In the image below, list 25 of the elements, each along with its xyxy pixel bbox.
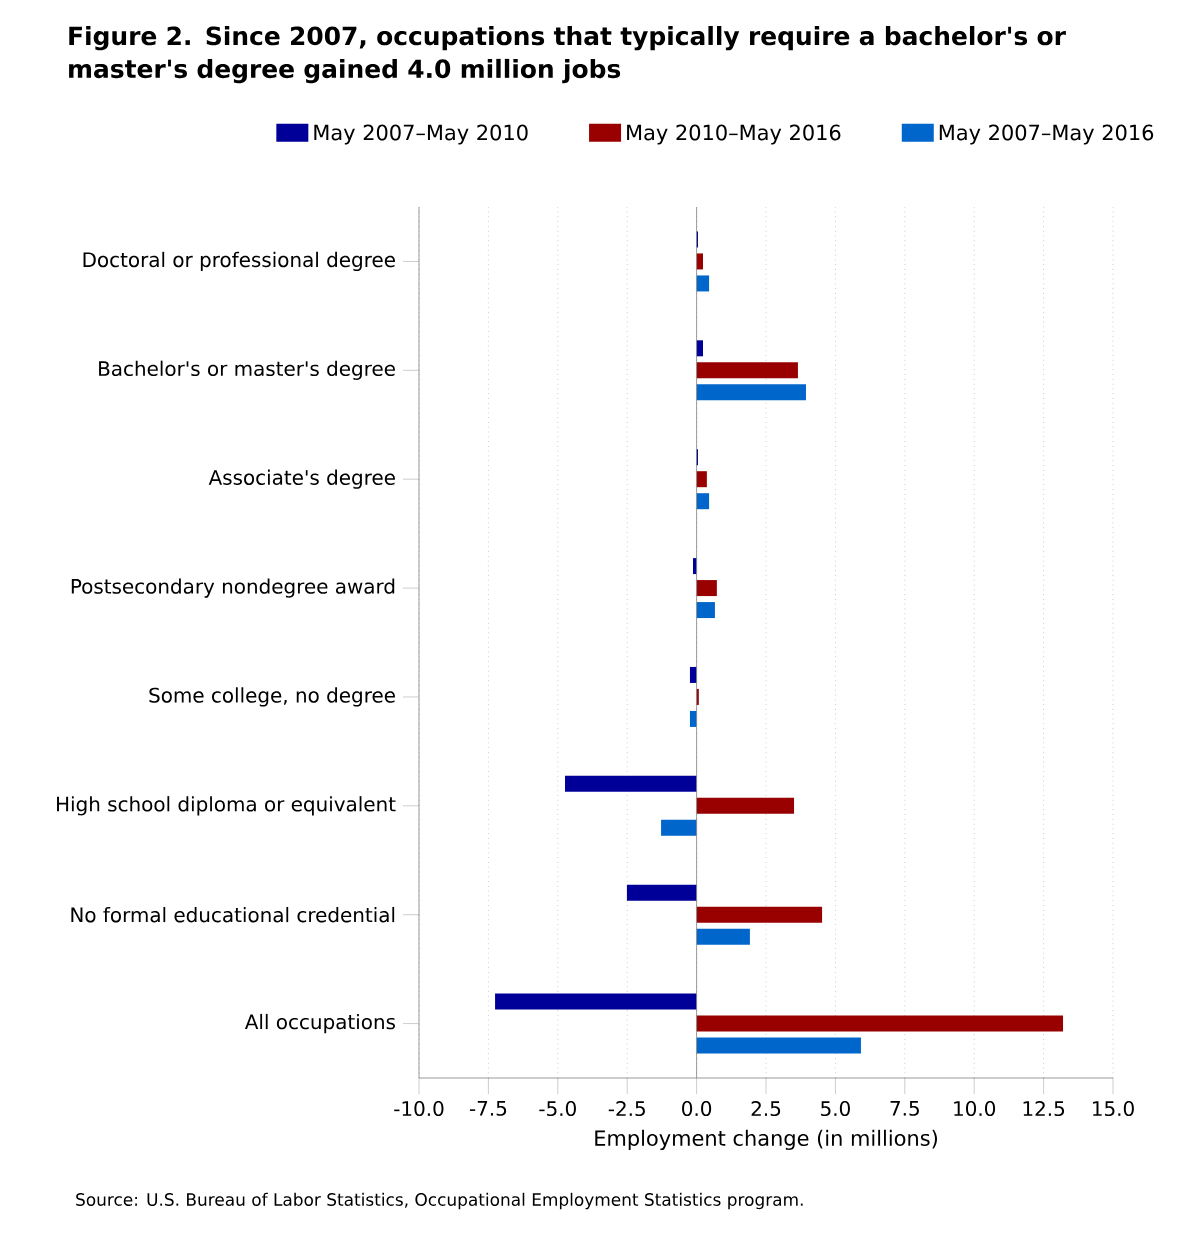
- x-tick-label: 7.5: [890, 1101, 919, 1116]
- y-tick-label: All occupations: [244, 1013, 395, 1034]
- x-tick-label: -10.0: [394, 1101, 444, 1117]
- chart-title: Figure 2. Since 2007, occupations that typically require a bachelor's or master's degree gained 4.0 million jobs: [69, 26, 1066, 84]
- x-tick-label: 15.0: [1093, 1101, 1134, 1117]
- x-tick-label: 5.0: [821, 1101, 850, 1117]
- x-tick-label: -5.0: [539, 1101, 576, 1117]
- y-tick-label: Postsecondary nondegree award: [71, 578, 395, 598]
- x-tick-label: 10.0: [954, 1101, 996, 1117]
- x-tick-label: 12.5: [1023, 1101, 1065, 1117]
- x-tick-label: 0.0: [682, 1101, 712, 1117]
- x-tick-label: 2.5: [751, 1101, 781, 1117]
- legend-label: May 2010–May 2016: [627, 124, 841, 145]
- source-note: Source: U.S. Bureau of Labor Statistics, Occupational Employment Statistics program.: [76, 1192, 803, 1210]
- y-tick-label: Associate's degree: [208, 469, 395, 489]
- y-tick-label: No formal educational credential: [71, 906, 395, 923]
- y-tick-label: Some college, no degree: [149, 687, 395, 707]
- y-tick-label: High school diploma or equivalent: [57, 796, 396, 816]
- x-tick-label: -7.5: [469, 1101, 507, 1116]
- x-axis-title: Employment change (in millions): [595, 1129, 938, 1151]
- legend-label: May 2007–May 2016: [939, 124, 1154, 145]
- legend-label: May 2007–May 2010: [314, 124, 528, 145]
- y-tick-label: Doctoral or professional degree: [83, 251, 395, 272]
- y-tick-label: Bachelor's or master's degree: [99, 360, 395, 380]
- x-tick-label: -2.5: [608, 1101, 645, 1117]
